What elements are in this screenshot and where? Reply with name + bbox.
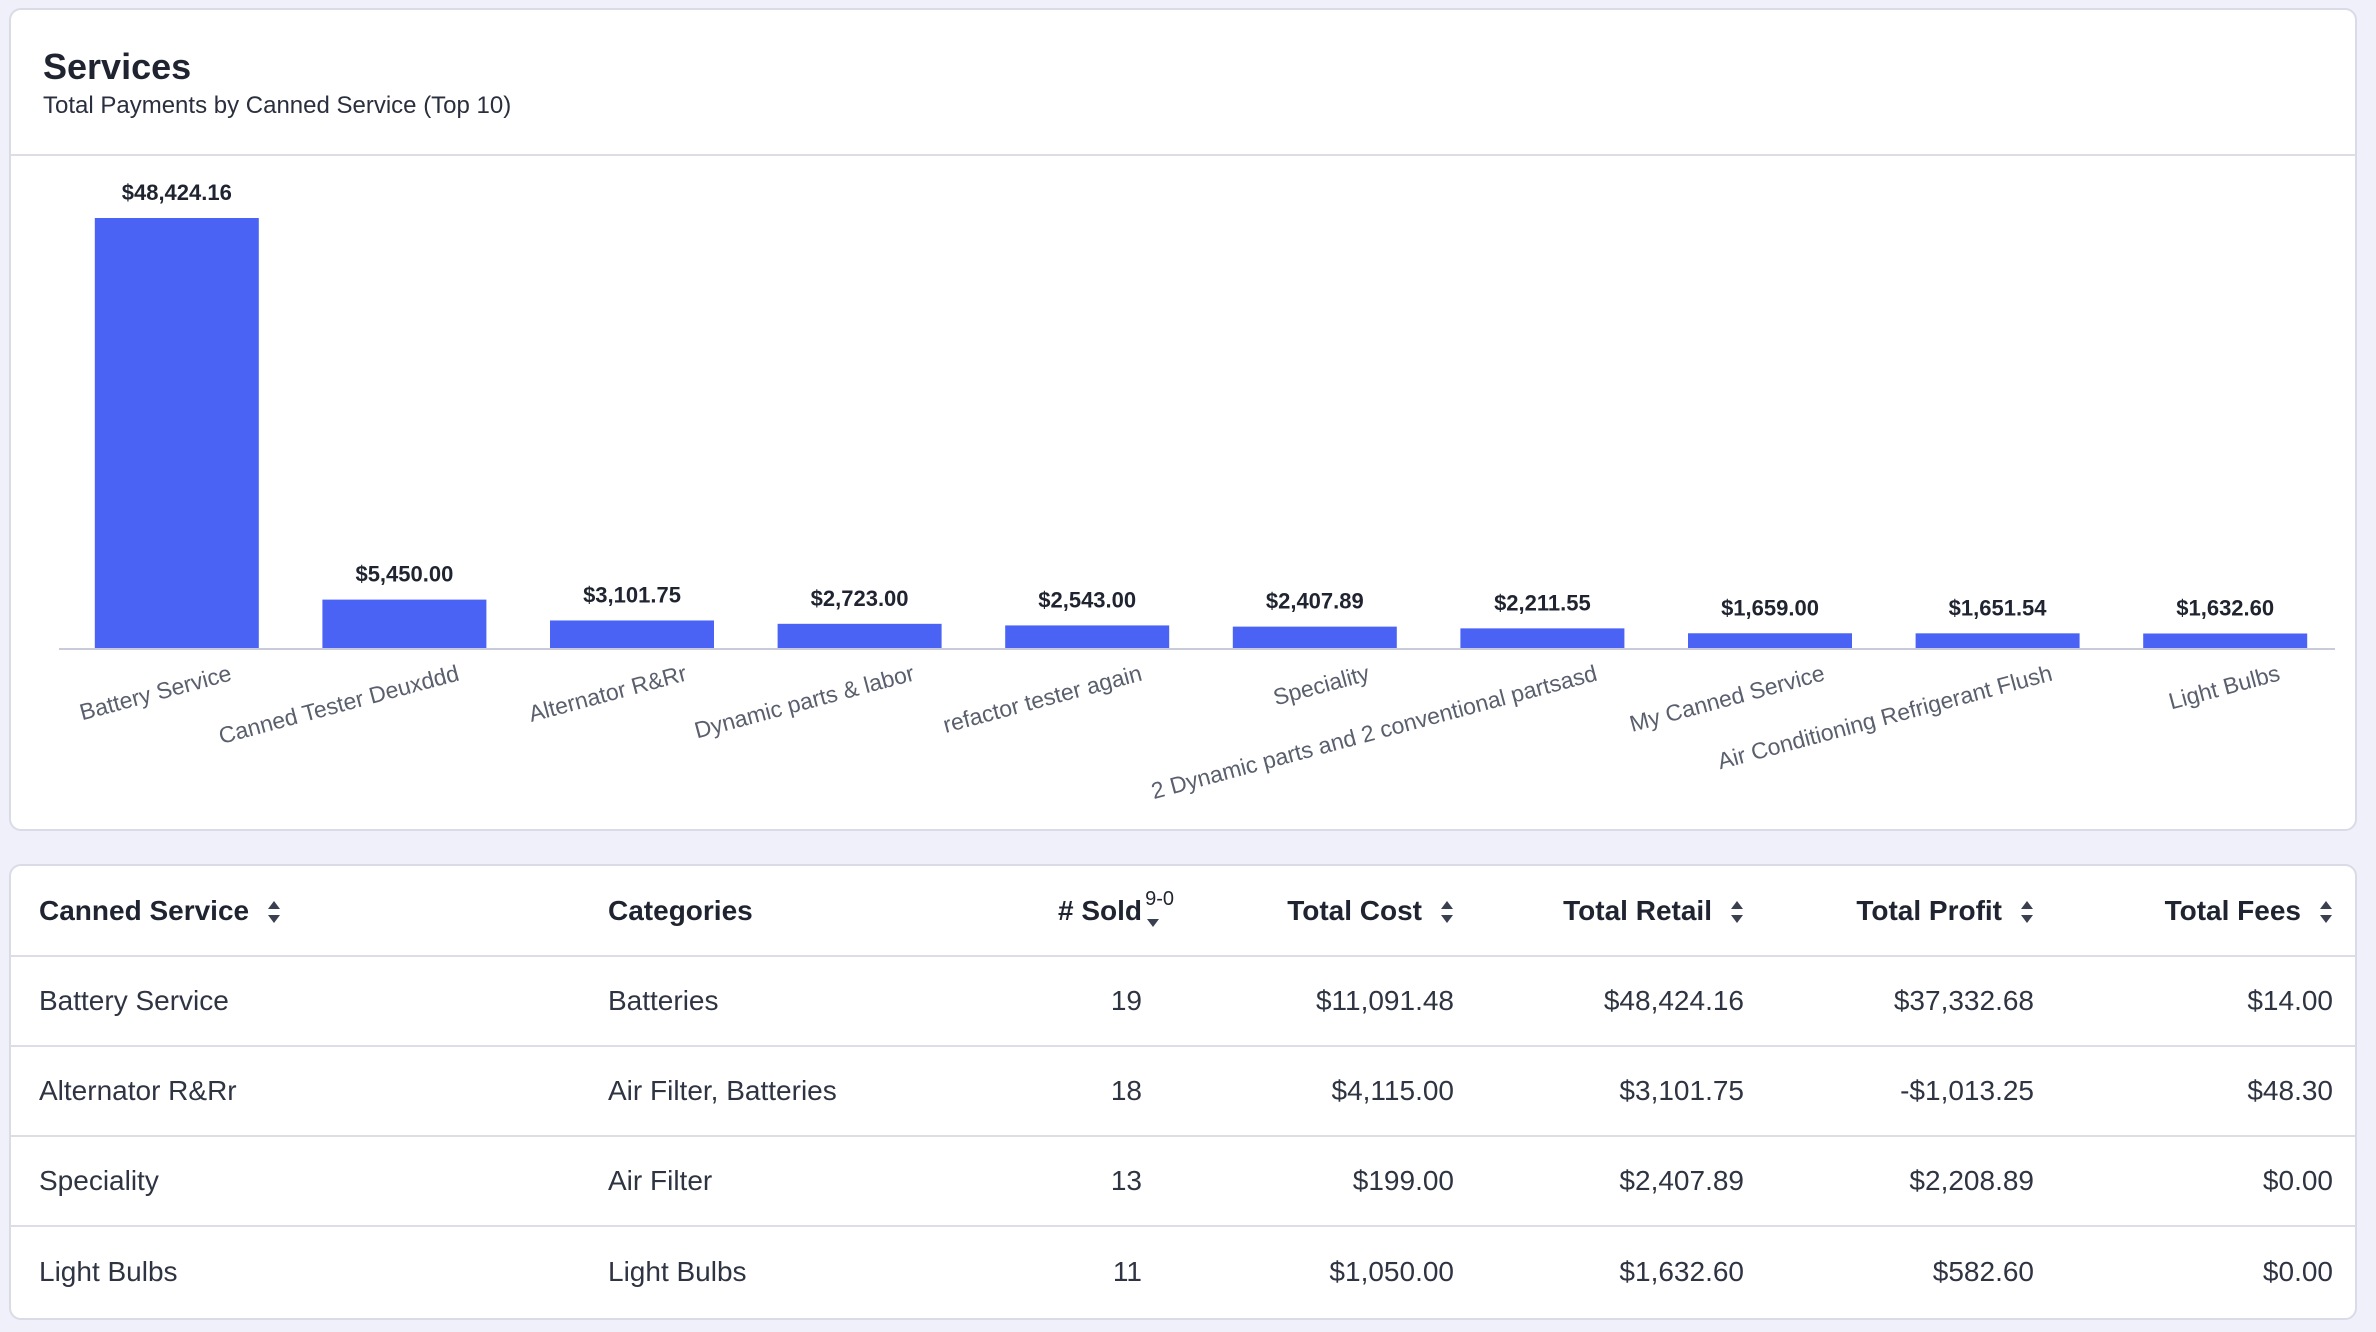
sort-indicator-label: 9-0 bbox=[1145, 888, 1174, 910]
cell-total-fees: $0.00 bbox=[2262, 1255, 2333, 1287]
cell-canned-service: Light Bulbs bbox=[39, 1255, 178, 1287]
cell-total-fees: $0.00 bbox=[2262, 1165, 2333, 1196]
cell-sold: 13 bbox=[1110, 1165, 1142, 1196]
data-label: $5,450.00 bbox=[355, 562, 453, 587]
cell-total-cost: $4,115.00 bbox=[1331, 1075, 1455, 1106]
chart-subtitle: Total Payments by Canned Service (Top 10… bbox=[43, 92, 512, 119]
column-header-canned-service[interactable]: Canned Service bbox=[11, 866, 608, 956]
cell-total-cost: $11,091.48 bbox=[1315, 985, 1454, 1016]
cell-categories: Batteries bbox=[608, 985, 719, 1016]
cell-total-fees: $14.00 bbox=[2247, 985, 2333, 1016]
data-label: $2,407.89 bbox=[1266, 589, 1364, 614]
column-header-sold[interactable]: # Sold 9-0 bbox=[908, 866, 1192, 956]
bar[interactable] bbox=[777, 623, 942, 648]
cell-total-retail: $3,101.75 bbox=[1619, 1075, 1744, 1106]
cell-total-cost: $1,050.00 bbox=[1329, 1255, 1454, 1287]
data-label: $3,101.75 bbox=[583, 582, 681, 607]
services-chart-card: Services Total Payments by Canned Servic… bbox=[9, 8, 2357, 831]
cell-total-profit: $582.60 bbox=[1932, 1255, 2034, 1287]
sort-both-icon[interactable] bbox=[267, 899, 281, 925]
bar[interactable] bbox=[550, 620, 714, 648]
table-header-row: Canned Service Categories # Sold 9-0 Tot… bbox=[11, 866, 2355, 956]
bar[interactable] bbox=[1915, 633, 2080, 648]
data-label: $1,651.54 bbox=[1949, 595, 2048, 620]
cell-total-cost: $199.00 bbox=[1352, 1165, 1454, 1196]
data-label: $2,723.00 bbox=[811, 586, 909, 611]
x-tick-label: Speciality bbox=[1270, 660, 1372, 711]
cell-total-profit: $37,332.68 bbox=[1893, 985, 2034, 1016]
bar[interactable] bbox=[1460, 628, 1625, 648]
cell-total-retail: $48,424.16 bbox=[1603, 985, 1744, 1016]
x-tick-label: Light Bulbs bbox=[2166, 660, 2283, 715]
x-tick-label: refactor tester again bbox=[940, 660, 1144, 738]
cell-categories: Air Filter bbox=[608, 1165, 713, 1196]
column-header-label: Total Cost bbox=[1287, 894, 1422, 926]
sort-both-icon[interactable] bbox=[2020, 899, 2034, 925]
column-header-total-retail[interactable]: Total Retail bbox=[1482, 866, 1772, 956]
cell-categories: Air Filter, Batteries bbox=[608, 1075, 837, 1106]
column-header-label: # Sold bbox=[1057, 894, 1142, 926]
data-label: $1,659.00 bbox=[1721, 595, 1819, 620]
cell-total-fees: $48.30 bbox=[2247, 1075, 2333, 1106]
bar[interactable] bbox=[94, 218, 259, 648]
x-tick-label: Canned Tester Deuxddd bbox=[216, 660, 462, 749]
cell-total-retail: $1,632.60 bbox=[1619, 1255, 1744, 1287]
sort-both-icon[interactable] bbox=[1440, 899, 1454, 925]
column-header-total-fees[interactable]: Total Fees bbox=[2062, 866, 2355, 956]
bar[interactable] bbox=[322, 599, 487, 648]
table-row[interactable]: Speciality Air Filter 13 $199.00 $2,407.… bbox=[11, 1136, 2355, 1226]
column-header-label: Total Retail bbox=[1563, 894, 1712, 926]
data-label: $2,211.55 bbox=[1494, 590, 1591, 615]
cell-categories: Light Bulbs bbox=[608, 1255, 747, 1287]
sort-both-icon[interactable] bbox=[2319, 899, 2333, 925]
bar[interactable] bbox=[2143, 633, 2308, 648]
services-table-card: Canned Service Categories # Sold 9-0 Tot… bbox=[9, 864, 2357, 1320]
chart-card-header: Services Total Payments by Canned Servic… bbox=[11, 10, 2355, 156]
cell-sold: 11 bbox=[1112, 1255, 1142, 1287]
x-tick-label: My Canned Service bbox=[1627, 660, 1828, 737]
page-title: Services bbox=[43, 46, 192, 87]
table-row[interactable]: Alternator R&Rr Air Filter, Batteries 18… bbox=[11, 1046, 2355, 1136]
x-tick-label: Dynamic parts & labor bbox=[692, 660, 918, 744]
data-label: $1,632.60 bbox=[2176, 596, 2274, 621]
sort-both-icon[interactable] bbox=[1730, 899, 1744, 925]
cell-sold: 18 bbox=[1110, 1075, 1142, 1106]
cell-total-profit: $2,208.89 bbox=[1909, 1165, 2034, 1196]
sort-desc-icon[interactable] bbox=[1146, 918, 1160, 928]
cell-canned-service: Battery Service bbox=[39, 985, 229, 1016]
cell-canned-service: Alternator R&Rr bbox=[39, 1075, 237, 1106]
table-row[interactable]: Light Bulbs Light Bulbs 11 $1,050.00 $1,… bbox=[11, 1226, 2355, 1316]
x-tick-label: Alternator R&Rr bbox=[526, 660, 690, 727]
column-header-label: Total Profit bbox=[1856, 894, 2002, 926]
column-header-total-profit[interactable]: Total Profit bbox=[1772, 866, 2062, 956]
x-tick-label: Battery Service bbox=[77, 660, 234, 725]
bar-chart: $48,424.16 Battery Service $5,450.00 Canned… bbox=[59, 180, 2335, 804]
column-header-categories: Categories bbox=[608, 866, 908, 956]
table-row[interactable]: Battery Service Batteries 19 $11,091.48 … bbox=[11, 956, 2355, 1046]
column-header-label: Total Fees bbox=[2164, 894, 2301, 926]
services-table: Canned Service Categories # Sold 9-0 Tot… bbox=[11, 866, 2355, 1316]
column-header-total-cost[interactable]: Total Cost bbox=[1192, 866, 1482, 956]
bar[interactable] bbox=[1688, 633, 1852, 648]
cell-total-profit: -$1,013.25 bbox=[1900, 1075, 2034, 1106]
data-label: $48,424.16 bbox=[122, 180, 232, 205]
cell-sold: 19 bbox=[1110, 985, 1142, 1016]
cell-canned-service: Speciality bbox=[39, 1165, 159, 1196]
bar[interactable] bbox=[1005, 625, 1170, 648]
data-label: $2,543.00 bbox=[1038, 587, 1136, 612]
x-tick-label: 2 Dynamic parts and 2 conventional parts… bbox=[1148, 660, 1599, 804]
column-header-label: Categories bbox=[608, 894, 753, 926]
bar[interactable] bbox=[1232, 626, 1397, 648]
cell-total-retail: $2,407.89 bbox=[1619, 1165, 1744, 1196]
column-header-label: Canned Service bbox=[39, 894, 250, 926]
